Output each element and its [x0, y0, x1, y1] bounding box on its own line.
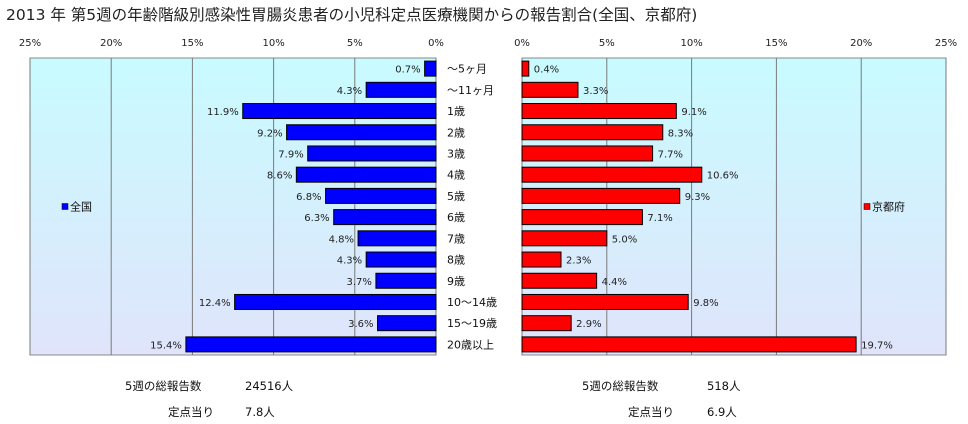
footer-right-total-label: 5週の総報告数 [582, 379, 659, 393]
left-value-label: 6.3% [304, 213, 329, 224]
right-tick-label: 10% [680, 38, 702, 49]
footer-left-total-label: 5週の総報告数 [125, 379, 202, 393]
right-tick-label: 25% [935, 38, 957, 49]
right-bar [521, 336, 857, 353]
left-bar [295, 166, 437, 183]
left-bar [375, 272, 437, 289]
left-bar [377, 315, 437, 332]
right-bar [521, 251, 562, 268]
right-bar [521, 60, 530, 77]
right-tick-label: 20% [850, 38, 872, 49]
left-value-label: 4.3% [337, 256, 362, 267]
right-value-label: 19.7% [861, 340, 893, 351]
right-value-label: 0.4% [534, 65, 559, 76]
left-value-label: 7.9% [278, 149, 303, 160]
right-panel-kyoto: 0% 5% 10% 15% 20% 25% 0.4% 3.3% 9.1% 8.3% 7.7% 10.6… [514, 38, 957, 356]
footer-left-per-value: 7.8人 [245, 405, 275, 419]
right-bar [521, 124, 664, 141]
right-value-label: 8.3% [668, 128, 693, 139]
right-bar [521, 81, 579, 98]
footer-left-total-value: 24516人 [245, 379, 294, 393]
left-bar [357, 230, 437, 247]
right-value-label: 5.0% [612, 234, 637, 245]
right-tick-label: 0% [514, 38, 530, 49]
category-label: 8歳 [447, 254, 465, 267]
right-tick-label: 15% [765, 38, 787, 49]
category-label: 7歳 [447, 232, 465, 245]
category-label: 4歳 [447, 169, 465, 182]
left-value-label: 15.4% [150, 340, 182, 351]
right-bar [521, 187, 681, 204]
right-bar [521, 145, 654, 162]
left-bar [325, 187, 437, 204]
footer-left-per-label: 定点当り [168, 405, 214, 419]
left-value-label: 12.4% [199, 298, 231, 309]
right-value-label: 7.1% [647, 213, 672, 224]
right-legend-label: 京都府 [872, 200, 905, 214]
category-label: ～11ヶ月 [447, 84, 494, 97]
left-tick-label: 10% [262, 38, 284, 49]
category-label: 20歳以上 [447, 338, 494, 351]
left-bar [333, 209, 437, 226]
right-tick-label: 5% [599, 38, 615, 49]
right-value-label: 9.3% [685, 192, 710, 203]
right-value-label: 9.1% [681, 107, 706, 118]
left-bar [234, 293, 437, 310]
right-bar [521, 293, 689, 310]
left-bar [424, 60, 437, 77]
left-value-label: 9.2% [257, 128, 282, 139]
category-label: 2歳 [447, 126, 465, 139]
left-value-label: 8.6% [267, 171, 292, 182]
footer-right-per-label: 定点当り [628, 405, 674, 419]
right-bar [521, 166, 703, 183]
right-value-label: 10.6% [707, 171, 739, 182]
left-value-label: 3.6% [348, 319, 373, 330]
footer-right-per-value: 6.9人 [707, 405, 737, 419]
right-bar [521, 272, 598, 289]
left-value-label: 11.9% [207, 107, 239, 118]
left-bar [185, 336, 437, 353]
category-label: 15～19歳 [447, 317, 497, 330]
right-value-label: 7.7% [658, 149, 683, 160]
left-panel-national: 25% 20% 15% 10% 5% 0% 0.7% 4.3% 11.9% 9.2% 7.9% 8.6… [19, 38, 444, 356]
left-tick-label: 25% [19, 38, 41, 49]
category-label: ～5ヶ月 [447, 63, 487, 76]
right-value-label: 2.9% [576, 319, 601, 330]
right-value-label: 2.3% [566, 256, 591, 267]
footer-right-total-value: 518人 [707, 379, 741, 393]
left-bar [242, 103, 437, 120]
left-tick-label: 15% [181, 38, 203, 49]
right-bar [521, 230, 608, 247]
category-label: 10～14歳 [447, 296, 497, 309]
left-tick-label: 5% [347, 38, 363, 49]
category-label: 1歳 [447, 105, 465, 118]
right-bar [521, 103, 677, 120]
left-bar [365, 251, 437, 268]
right-value-label: 4.4% [602, 277, 627, 288]
left-legend-label: 全国 [70, 200, 92, 214]
category-label: 6歳 [447, 211, 465, 224]
category-label: 9歳 [447, 275, 465, 288]
right-bar [521, 315, 572, 332]
category-label: 3歳 [447, 147, 465, 160]
left-value-label: 4.3% [337, 86, 362, 97]
left-value-label: 0.7% [395, 65, 420, 76]
left-bar [365, 81, 437, 98]
left-value-label: 6.8% [296, 192, 321, 203]
left-bar [307, 145, 437, 162]
right-value-label: 9.8% [693, 298, 718, 309]
left-legend-swatch [61, 203, 69, 210]
left-tick-label: 20% [100, 38, 122, 49]
left-bar [286, 124, 437, 141]
right-value-label: 3.3% [583, 86, 608, 97]
category-labels: ～5ヶ月 ～11ヶ月 1歳 2歳 3歳 4歳 5歳 6歳 7歳 8歳 9歳 10～14歳 15～19歳 2… [447, 63, 497, 352]
right-bar [521, 209, 643, 226]
left-value-label: 4.8% [329, 234, 354, 245]
right-legend-swatch [863, 203, 871, 210]
chart-title: 2013 年 第5週の年齢階級別感染性胃腸炎患者の小児科定点医療機関からの報告割… [6, 6, 698, 24]
left-value-label: 3.7% [347, 277, 372, 288]
left-tick-label: 0% [428, 38, 444, 49]
category-label: 5歳 [447, 190, 465, 203]
